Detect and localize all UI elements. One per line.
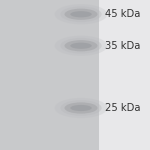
Text: 45 kDa: 45 kDa <box>105 9 140 19</box>
Ellipse shape <box>64 102 98 114</box>
Text: 25 kDa: 25 kDa <box>105 103 141 113</box>
Ellipse shape <box>60 38 102 54</box>
Ellipse shape <box>60 6 102 22</box>
Ellipse shape <box>60 100 102 116</box>
Ellipse shape <box>55 36 107 56</box>
Ellipse shape <box>64 9 98 20</box>
Ellipse shape <box>70 43 92 49</box>
Ellipse shape <box>64 40 98 51</box>
Text: 35 kDa: 35 kDa <box>105 41 140 51</box>
Bar <box>0 0 99 150</box>
Ellipse shape <box>55 98 107 118</box>
Ellipse shape <box>70 11 92 17</box>
Bar <box>99 0 150 150</box>
Ellipse shape <box>70 105 92 111</box>
Ellipse shape <box>55 4 107 24</box>
